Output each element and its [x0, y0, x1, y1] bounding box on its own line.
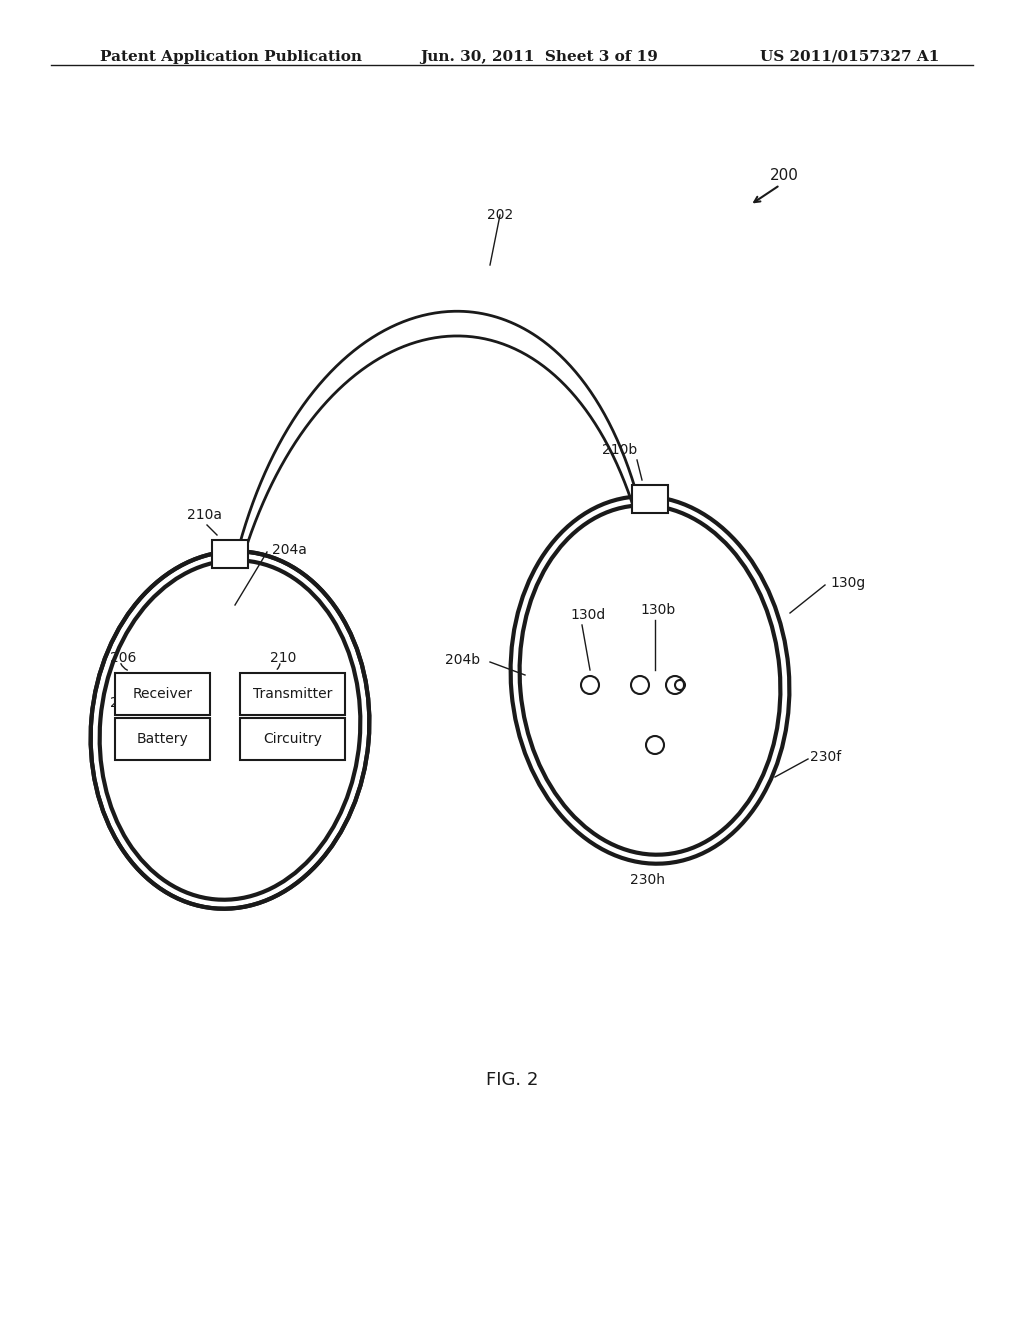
- Text: 230f: 230f: [810, 750, 842, 764]
- Text: 130g: 130g: [830, 576, 865, 590]
- Text: 230h: 230h: [630, 873, 665, 887]
- Ellipse shape: [511, 496, 790, 863]
- Text: Circuitry: Circuitry: [263, 733, 322, 746]
- Text: Receiver: Receiver: [132, 686, 193, 701]
- FancyBboxPatch shape: [632, 484, 668, 513]
- Text: 208: 208: [110, 696, 136, 710]
- FancyBboxPatch shape: [240, 718, 345, 760]
- Text: 202: 202: [486, 209, 513, 222]
- Text: 210b: 210b: [602, 444, 637, 457]
- Text: 206: 206: [110, 651, 136, 665]
- Text: 210a: 210a: [187, 508, 222, 521]
- Text: Patent Application Publication: Patent Application Publication: [100, 50, 362, 63]
- Text: US 2011/0157327 A1: US 2011/0157327 A1: [760, 50, 939, 63]
- Ellipse shape: [95, 556, 365, 904]
- Text: 204b: 204b: [445, 653, 480, 667]
- Text: FIG. 2: FIG. 2: [485, 1071, 539, 1089]
- Text: 210: 210: [270, 651, 296, 665]
- Text: 204a: 204a: [272, 543, 307, 557]
- FancyBboxPatch shape: [212, 540, 248, 568]
- Text: 130d: 130d: [570, 609, 605, 622]
- Text: Battery: Battery: [136, 733, 188, 746]
- FancyBboxPatch shape: [115, 718, 210, 760]
- Text: Transmitter: Transmitter: [253, 686, 332, 701]
- Text: Jun. 30, 2011  Sheet 3 of 19: Jun. 30, 2011 Sheet 3 of 19: [420, 50, 657, 63]
- FancyBboxPatch shape: [240, 673, 345, 715]
- Text: 212: 212: [270, 696, 296, 710]
- FancyBboxPatch shape: [115, 673, 210, 715]
- Text: 200: 200: [770, 168, 799, 182]
- Text: 130b: 130b: [640, 603, 675, 616]
